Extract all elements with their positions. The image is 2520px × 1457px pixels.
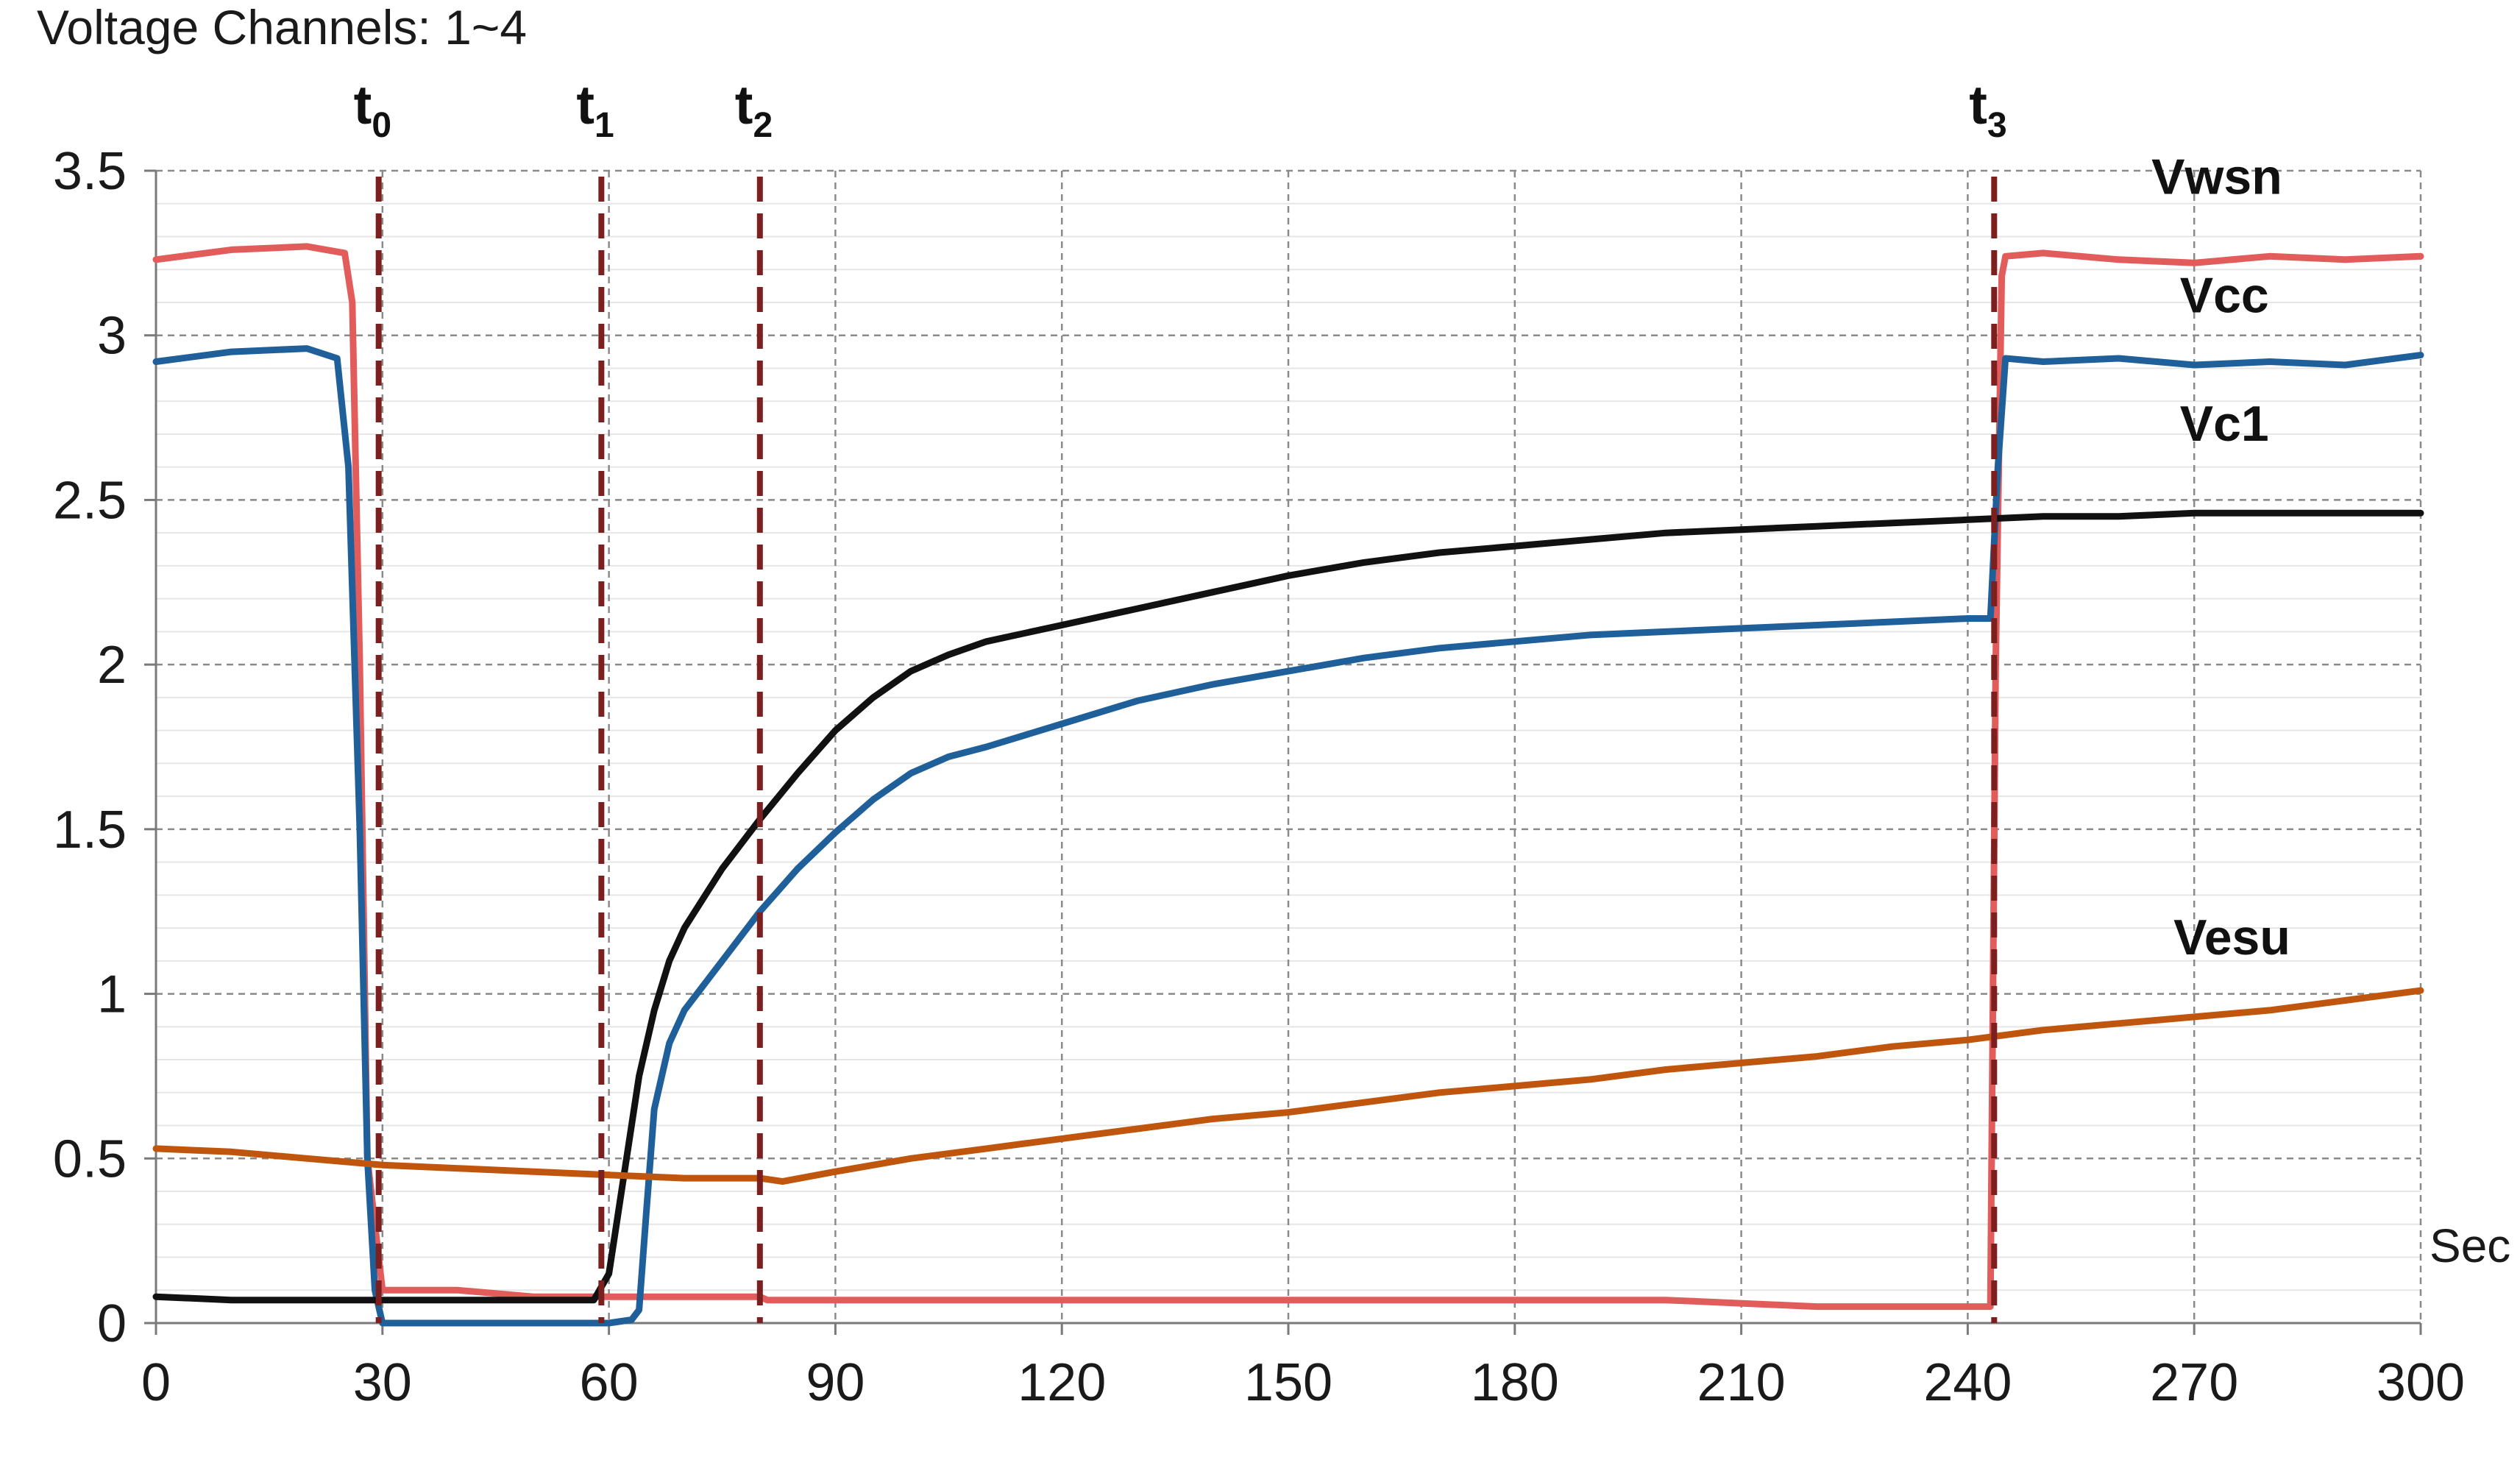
x-axis-unit-label: Sec: [2430, 1219, 2510, 1272]
marker-subscript: 3: [1987, 106, 2007, 145]
x-axis-tick-labels: 0 30 60 90 120 150 180 210 240 270 300: [141, 1353, 2465, 1412]
y-tick-label: 1: [97, 965, 127, 1024]
x-tick-label: 90: [806, 1353, 865, 1412]
marker-label-t0: t0: [354, 74, 391, 145]
x-tick-label: 0: [141, 1353, 171, 1412]
chart-title: Voltage Channels: 1~4: [37, 0, 527, 54]
time-markers: t0 t1 t2 t3: [354, 74, 2007, 1323]
series-label-vesu: Vesu: [2173, 910, 2290, 965]
series-label-vwsn: Vwsn: [2151, 149, 2282, 205]
y-tick-label: 1.5: [53, 801, 127, 859]
x-tick-label: 30: [353, 1353, 412, 1412]
series-line-vwsn: [152, 243, 2424, 1311]
x-tick-label: 150: [1244, 1353, 1332, 1412]
x-tick-label: 60: [580, 1353, 639, 1412]
x-tick-label: 120: [1018, 1353, 1106, 1412]
y-tick-label: 3.5: [53, 142, 127, 201]
marker-subscript: 0: [372, 106, 391, 145]
x-tick-label: 210: [1697, 1353, 1786, 1412]
x-tick-label: 270: [2150, 1353, 2238, 1412]
y-tick-label: 0.5: [53, 1130, 127, 1188]
x-tick-label: 300: [2377, 1353, 2465, 1412]
y-axis-tick-labels: 0 0.5 1 1.5 2 2.5 3 3.5: [53, 142, 127, 1353]
marker-label-t2: t2: [735, 74, 773, 145]
y-tick-label: 2.5: [53, 471, 127, 530]
plot-axes: [144, 169, 2422, 1335]
y-tick-label: 2: [97, 636, 127, 695]
y-tick-label: 3: [97, 307, 127, 366]
y-tick-label: 0: [97, 1294, 127, 1353]
marker-subscript: 2: [753, 106, 773, 145]
series-label-vc1: Vc1: [2180, 396, 2269, 452]
series-line-vesu: [152, 987, 2424, 1185]
x-tick-label: 180: [1471, 1353, 1559, 1412]
marker-label-t3: t3: [1969, 74, 2006, 145]
marker-subscript: 1: [594, 106, 614, 145]
major-gridlines: [156, 169, 2422, 1323]
series-label-vcc: Vcc: [2180, 267, 2269, 323]
marker-label-t1: t1: [576, 74, 614, 145]
x-tick-label: 240: [1923, 1353, 2012, 1412]
series-labels: Vwsn Vcc Vc1 Vesu: [2151, 149, 2290, 965]
